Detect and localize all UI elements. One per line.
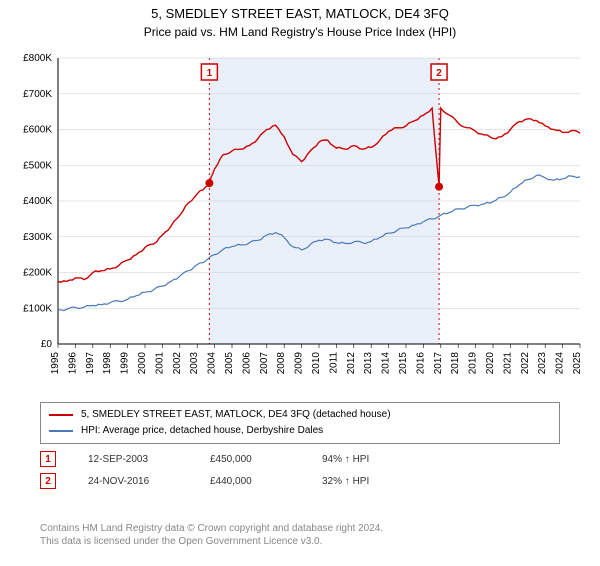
legend-swatch-1 [49, 414, 73, 416]
footer-line-1: Contains HM Land Registry data © Crown c… [40, 522, 383, 535]
footer-attribution: Contains HM Land Registry data © Crown c… [40, 522, 383, 548]
sale-pct-2: 32% ↑ HPI [322, 476, 369, 487]
svg-text:2015: 2015 [398, 352, 409, 375]
chart-subtitle: Price paid vs. HM Land Registry's House … [0, 25, 600, 39]
svg-text:£300K: £300K [23, 232, 52, 243]
svg-text:2019: 2019 [468, 352, 479, 375]
svg-text:2004: 2004 [207, 352, 218, 375]
svg-text:2: 2 [436, 68, 442, 79]
sales-row: 1 12-SEP-2003 £450,000 94% ↑ HPI [40, 448, 369, 470]
svg-text:2021: 2021 [502, 352, 513, 375]
svg-text:2017: 2017 [433, 352, 444, 375]
chart-title: 5, SMEDLEY STREET EAST, MATLOCK, DE4 3FQ [0, 6, 600, 21]
svg-text:2014: 2014 [381, 352, 392, 375]
svg-text:2023: 2023 [537, 352, 548, 375]
svg-text:2020: 2020 [485, 352, 496, 375]
svg-text:£500K: £500K [23, 160, 52, 171]
svg-text:2022: 2022 [520, 352, 531, 375]
legend-swatch-2 [49, 430, 73, 432]
legend-row: 5, SMEDLEY STREET EAST, MATLOCK, DE4 3FQ… [49, 407, 551, 423]
svg-text:1995: 1995 [50, 352, 61, 375]
svg-text:1997: 1997 [85, 352, 96, 375]
svg-text:2005: 2005 [224, 352, 235, 375]
legend-row: HPI: Average price, detached house, Derb… [49, 423, 551, 439]
line-chart-svg: £0 £100K £200K £300K £400K £500K £600K £700K £80… [10, 54, 590, 394]
chart-area: £0 £100K £200K £300K £400K £500K £600K £700K £80… [10, 54, 590, 394]
svg-text:1998: 1998 [102, 352, 113, 375]
svg-text:2002: 2002 [172, 352, 183, 375]
footer-line-2: This data is licensed under the Open Gov… [40, 535, 383, 548]
svg-text:2001: 2001 [154, 352, 165, 375]
svg-text:2024: 2024 [555, 352, 566, 375]
svg-text:2008: 2008 [276, 352, 287, 375]
sale-pct-1: 94% ↑ HPI [322, 454, 369, 465]
svg-text:£100K: £100K [23, 303, 52, 314]
sale-price-1: £450,000 [210, 454, 290, 465]
svg-text:£400K: £400K [23, 196, 52, 207]
svg-text:2007: 2007 [259, 352, 270, 375]
sales-table: 1 12-SEP-2003 £450,000 94% ↑ HPI 2 24-NO… [40, 448, 369, 492]
sale-date-1: 12-SEP-2003 [88, 454, 178, 465]
sale-date-2: 24-NOV-2016 [88, 476, 178, 487]
svg-text:£700K: £700K [23, 89, 52, 100]
svg-text:2003: 2003 [189, 352, 200, 375]
svg-text:£600K: £600K [23, 125, 52, 136]
svg-text:£0: £0 [41, 339, 53, 350]
svg-text:1996: 1996 [67, 352, 78, 375]
sales-row: 2 24-NOV-2016 £440,000 32% ↑ HPI [40, 470, 369, 492]
svg-text:2000: 2000 [137, 352, 148, 375]
sale-marker-1: 1 [40, 451, 56, 467]
svg-text:2018: 2018 [450, 352, 461, 375]
sale-price-2: £440,000 [210, 476, 290, 487]
legend-label-1: 5, SMEDLEY STREET EAST, MATLOCK, DE4 3FQ… [81, 407, 391, 423]
svg-text:£800K: £800K [23, 54, 52, 64]
legend-box: 5, SMEDLEY STREET EAST, MATLOCK, DE4 3FQ… [40, 402, 560, 444]
sale-marker-2: 2 [40, 473, 56, 489]
svg-text:£200K: £200K [23, 268, 52, 279]
svg-text:2013: 2013 [363, 352, 374, 375]
svg-text:2010: 2010 [311, 352, 322, 375]
svg-text:1: 1 [207, 68, 213, 79]
svg-text:2012: 2012 [346, 352, 357, 375]
svg-text:2009: 2009 [294, 352, 305, 375]
svg-text:2006: 2006 [241, 352, 252, 375]
chart-container: 5, SMEDLEY STREET EAST, MATLOCK, DE4 3FQ… [0, 6, 600, 566]
legend-label-2: HPI: Average price, detached house, Derb… [81, 423, 323, 439]
svg-text:2016: 2016 [415, 352, 426, 375]
svg-text:2025: 2025 [572, 352, 583, 375]
svg-text:1999: 1999 [120, 352, 131, 375]
svg-text:2011: 2011 [328, 352, 339, 374]
